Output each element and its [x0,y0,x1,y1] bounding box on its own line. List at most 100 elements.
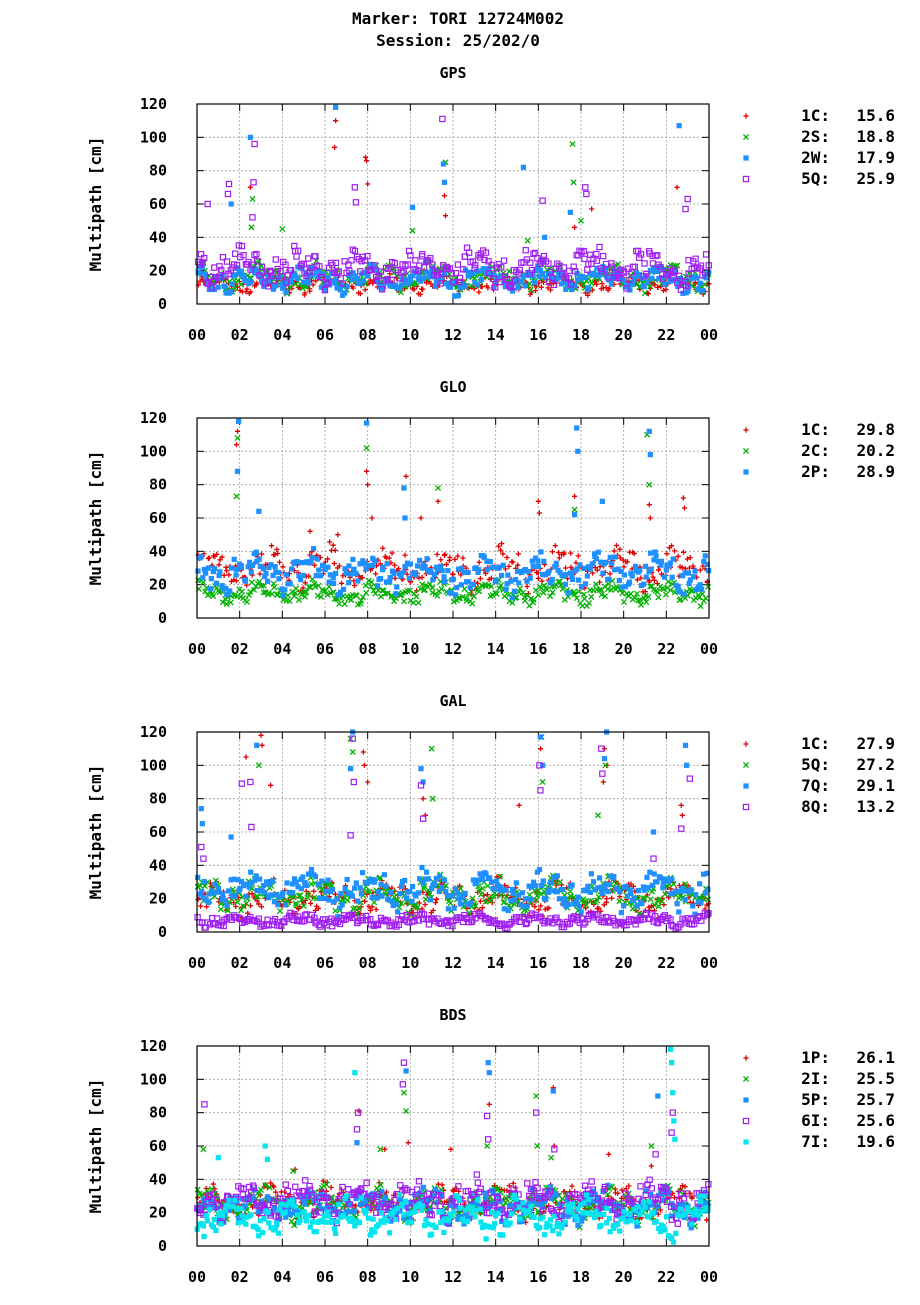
data-point [554,889,559,894]
x-tick-label: 18 [572,1268,590,1286]
data-point [355,899,360,904]
data-point [263,571,268,576]
data-point [520,890,525,895]
data-point [275,902,280,907]
data-point [394,584,399,589]
data-point [683,743,688,748]
data-point [630,573,635,578]
data-point [385,561,390,566]
data-point [581,566,586,571]
legend-series-name: 5Q: [801,755,830,774]
data-point [419,865,424,870]
x-tick-label: 00 [700,326,718,344]
data-point [331,581,336,586]
x-tick-label: 14 [487,326,505,344]
data-point [546,569,551,574]
data-point [459,582,464,587]
panel-title: GAL [439,692,466,710]
data-point [254,550,259,555]
data-point [609,561,614,566]
data-point [337,287,342,292]
data-point [510,595,515,600]
data-point [557,896,562,901]
x-tick-label: 06 [316,326,334,344]
data-point [641,582,646,587]
data-point [574,425,579,430]
legend-series-name: 2C: [801,441,830,460]
data-point [206,565,211,570]
data-point [576,577,581,582]
legend-series-value: 25.9 [856,169,895,188]
data-point [486,1060,491,1065]
data-point [284,572,289,577]
data-point [360,870,365,875]
data-point [424,870,429,875]
legend-series-name: 8Q: [801,797,830,816]
data-point [350,557,355,562]
y-tick-label: 100 [140,128,167,146]
data-point [566,590,571,595]
panel-title: GLO [439,378,466,396]
data-point [270,879,275,884]
data-point [608,555,613,560]
y-tick-label: 40 [149,856,167,874]
data-point [217,569,222,574]
data-point [372,558,377,563]
x-tick-label: 02 [231,954,249,972]
x-tick-label: 20 [615,326,633,344]
x-tick-label: 00 [700,1268,718,1286]
data-point [407,889,412,894]
data-point [643,564,648,569]
data-point [662,575,667,580]
data-point [579,909,584,914]
data-point [348,572,353,577]
y-tick-label: 60 [149,509,167,527]
legend-marker [743,469,748,474]
y-tick-label: 40 [149,228,167,246]
data-point [375,583,380,588]
data-point [505,573,510,578]
x-tick-label: 16 [529,640,547,658]
data-point [268,892,273,897]
legend-series-value: 17.9 [856,148,895,167]
data-point [398,1197,403,1202]
x-tick-label: 00 [188,954,206,972]
data-point [698,281,703,286]
legend-series-value: 20.2 [856,441,895,460]
x-tick-label: 02 [231,640,249,658]
data-point [572,512,577,517]
data-point [220,892,225,897]
data-point [644,875,649,880]
data-point [393,591,398,596]
data-point [637,568,642,573]
legend-series-value: 29.1 [856,776,895,795]
y-tick-label: 80 [149,1104,167,1122]
y-axis-label: Multipath [cm] [86,137,105,272]
data-point [326,897,331,902]
data-point [489,880,494,885]
legend-series-name: 1C: [801,106,830,125]
x-tick-label: 12 [444,954,462,972]
data-point [288,581,293,586]
data-point [361,279,366,284]
data-point [404,895,409,900]
data-point [607,577,612,582]
data-point [551,1088,556,1093]
data-point [372,877,377,882]
y-tick-label: 0 [158,923,167,941]
data-point [525,903,530,908]
data-point [343,886,348,891]
data-point [236,419,241,424]
data-point [621,903,626,908]
data-point [514,880,519,885]
data-point [397,891,402,896]
data-point [352,886,357,891]
data-point [676,909,681,914]
x-tick-label: 10 [401,640,419,658]
data-point [391,571,396,576]
data-point [642,284,647,289]
data-point [639,901,644,906]
data-point [432,572,437,577]
data-point [506,908,511,913]
data-point [229,201,234,206]
